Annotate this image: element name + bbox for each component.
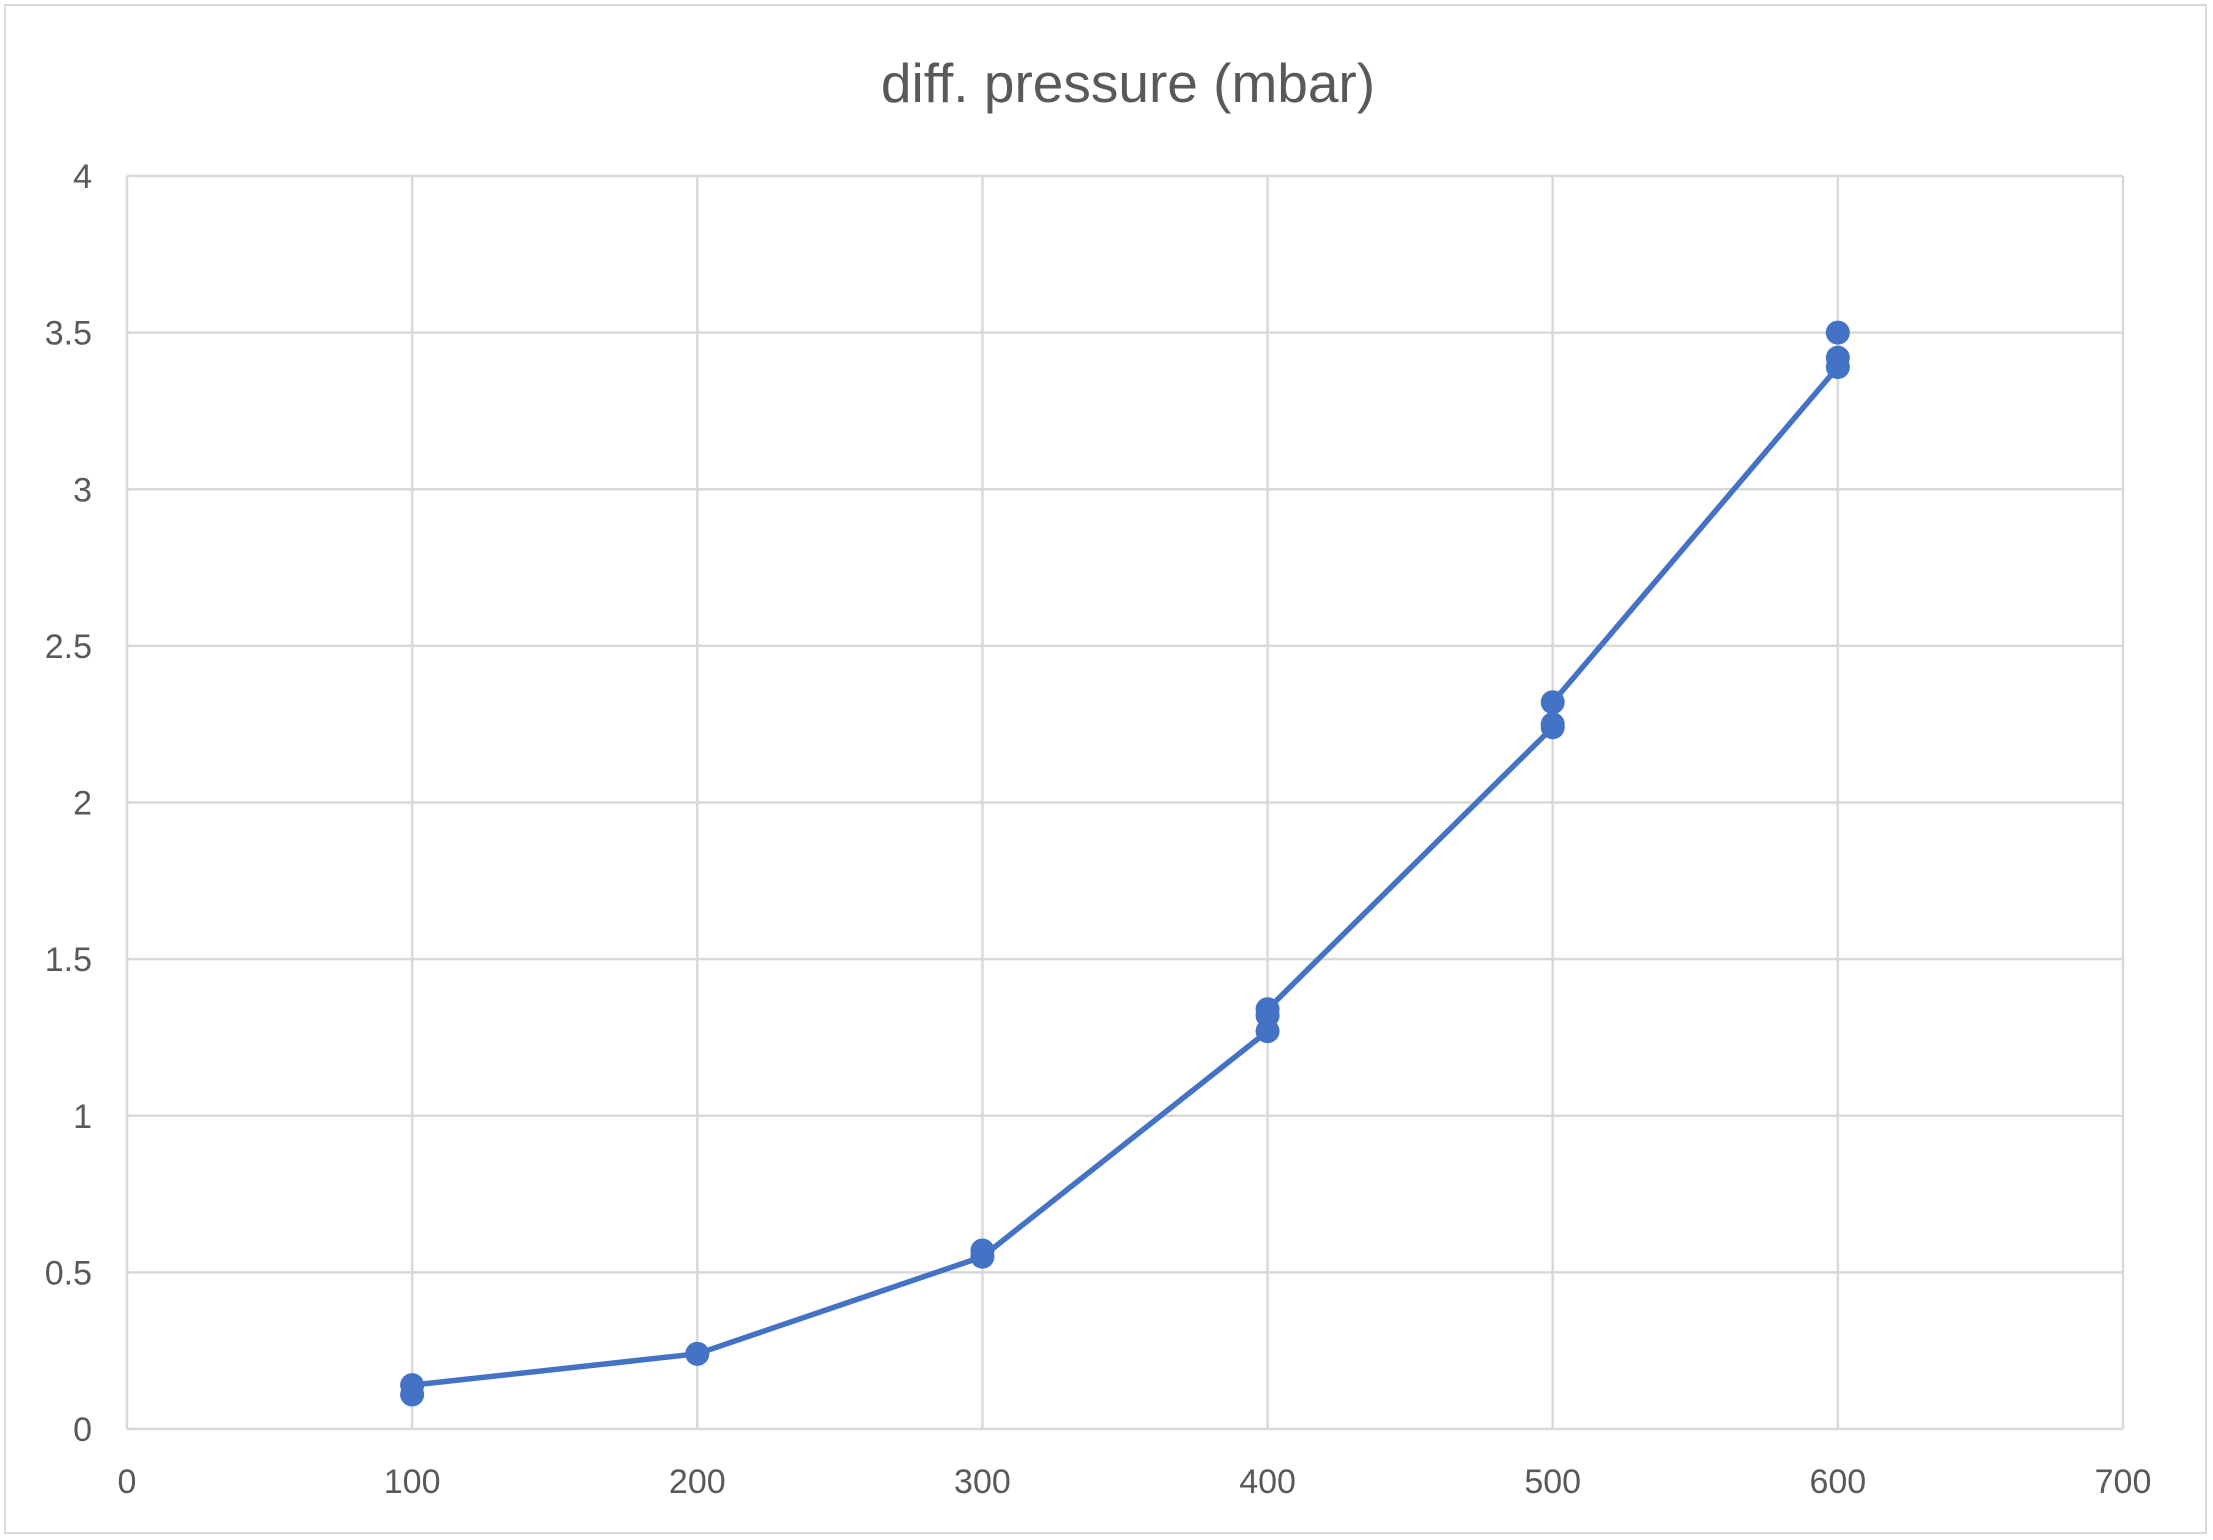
tick-labels: 0 0.5 1 1.5 2 2.5 3 3.5 4 0 100 200 300 400 500 600 700: [45, 158, 2152, 1501]
x-tick-label: 200: [669, 1463, 726, 1501]
data-point: [970, 1238, 995, 1263]
x-tick-label: 100: [384, 1463, 441, 1501]
x-tick-label: 500: [1524, 1463, 1581, 1501]
y-tick-label: 3.5: [45, 315, 92, 353]
diff-pressure-chart: 00.511.522.533.540 100 200 300 400 500 600 700 …: [45, 52, 2152, 1501]
gridlines: [125, 174, 2125, 1431]
y-tick-label: 0: [73, 1411, 92, 1449]
y-tick-label: 1: [73, 1098, 92, 1136]
y-tick-label: 3: [73, 471, 92, 509]
series-layer: [400, 320, 1850, 1407]
data-point: [1825, 320, 1850, 345]
series-line: [409, 364, 1841, 1388]
y-tick-label: 4: [73, 158, 92, 196]
y-tick-label: 2.5: [45, 628, 92, 666]
x-tick-label: 400: [1239, 1463, 1296, 1501]
data-point: [400, 1373, 425, 1398]
y-tick-label: 2: [73, 785, 92, 823]
y-tick-label: 0.5: [45, 1254, 92, 1292]
x-tick-label: 0: [118, 1463, 137, 1501]
x-tick-label: 300: [954, 1463, 1011, 1501]
data-point: [1540, 690, 1565, 715]
data-point: [1540, 712, 1565, 737]
x-tick-label: 700: [2095, 1463, 2152, 1501]
data-point: [685, 1341, 710, 1366]
chart-area: 0 0.5 1 1.5 2 2.5 3 3.5 4 0 100 200 300 400 500 600 700 …: [4, 4, 2207, 1534]
data-point: [1255, 997, 1280, 1022]
y-tick-label: 1.5: [45, 941, 92, 979]
chart-title: diff. pressure (mbar): [881, 52, 1375, 114]
x-tick-label: 600: [1809, 1463, 1866, 1501]
data-point: [1825, 345, 1850, 370]
